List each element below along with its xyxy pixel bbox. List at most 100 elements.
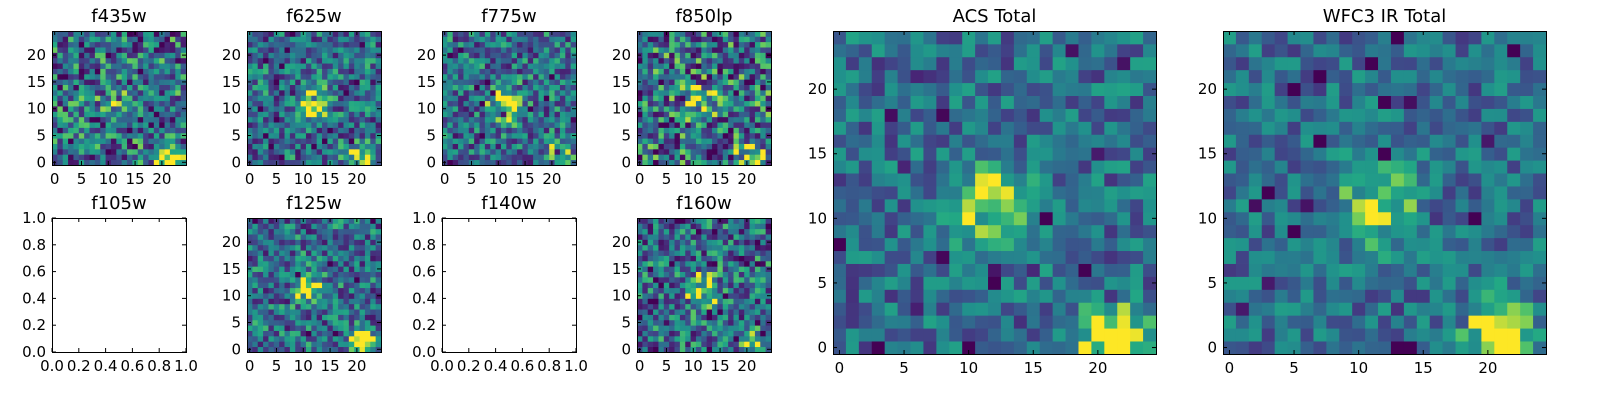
heatmap-cell: [559, 106, 566, 112]
heatmap-cell: [679, 79, 686, 85]
heatmap-cell: [295, 244, 301, 251]
heatmap-cell: [327, 223, 334, 230]
heatmap-cell: [100, 89, 106, 96]
heatmap-cell: [148, 148, 155, 155]
heatmap-cell: [327, 122, 334, 128]
heatmap-cell: [1052, 69, 1066, 84]
heatmap-cell: [1390, 276, 1405, 290]
heatmap-cell: [1130, 69, 1144, 84]
heatmap-cell: [858, 224, 873, 239]
heatmap-cell: [1143, 56, 1157, 71]
heatmap-cell: [717, 41, 724, 48]
heatmap-cell: [511, 159, 518, 166]
heatmap-cell: [343, 335, 350, 342]
heatmap-cell: [669, 95, 675, 102]
heatmap-cell: [712, 89, 718, 96]
heatmap-cell: [695, 52, 702, 59]
heatmap-cell: [322, 132, 328, 139]
heatmap-cell: [760, 260, 767, 267]
heatmap-cell: [517, 159, 523, 166]
heatmap-cell: [833, 134, 847, 148]
heatmap-cell: [923, 198, 937, 213]
heatmap-cell: [506, 84, 513, 91]
heatmap-cell: [295, 79, 301, 85]
heatmap-cell: [300, 132, 307, 139]
heatmap-cell: [370, 250, 377, 256]
heatmap-cell: [289, 346, 296, 353]
heatmap-cell: [257, 106, 264, 112]
heatmap-cell: [728, 47, 734, 53]
heatmap-cell: [289, 303, 296, 310]
heatmap-cell: [164, 79, 171, 85]
heatmap-cell: [765, 143, 772, 150]
heatmap-cell: [685, 276, 691, 283]
heatmap-cell: [452, 95, 459, 102]
heatmap-cell: [897, 134, 911, 148]
heatmap-cell: [543, 57, 550, 64]
heatmap-cell: [884, 173, 898, 187]
heatmap-cell: [322, 84, 328, 91]
heatmap-cell: [474, 95, 480, 102]
heatmap-cell: [332, 148, 339, 155]
heatmap-cell: [642, 100, 649, 107]
heatmap-cell: [143, 79, 149, 85]
heatmap-cell: [105, 132, 112, 139]
x-tick-label: 15: [321, 357, 340, 375]
heatmap-cell: [744, 244, 750, 251]
heatmap-cell: [674, 319, 681, 326]
heatmap-cell: [268, 239, 275, 246]
heatmap-cell: [765, 41, 772, 48]
heatmap-cell: [845, 302, 860, 316]
heatmap-cell: [327, 84, 334, 91]
heatmap-cell: [359, 309, 366, 315]
heatmap-cell: [543, 143, 550, 150]
heatmap-cell: [110, 111, 117, 118]
heatmap-cell: [1442, 328, 1456, 342]
heatmap-cell: [62, 122, 69, 128]
heatmap-cell: [663, 106, 670, 112]
heatmap-cell: [1494, 302, 1508, 316]
heatmap-cell: [653, 319, 659, 326]
heatmap-cell: [442, 111, 448, 118]
heatmap-cell: [180, 138, 187, 144]
heatmap-cell: [364, 303, 371, 310]
heatmap-cell: [669, 309, 675, 315]
heatmap-cell: [305, 303, 312, 310]
heatmap-cell: [554, 73, 561, 80]
heatmap-cell: [84, 132, 90, 139]
heatmap-cell: [744, 127, 750, 134]
heatmap-cell: [1235, 341, 1250, 355]
heatmap-cell: [322, 68, 328, 75]
heatmap-cell: [554, 52, 561, 59]
heatmap-cell: [295, 159, 301, 166]
heatmap-cell: [733, 159, 740, 166]
x-tick-label: 0.0: [40, 357, 64, 375]
heatmap-cell: [1091, 328, 1105, 342]
heatmap-cell: [1365, 198, 1379, 213]
heatmap-cell: [447, 106, 454, 112]
x-tick-label: 15: [1024, 359, 1043, 377]
heatmap-cell: [1039, 289, 1054, 303]
heatmap-cell: [322, 47, 328, 53]
heatmap-cell: [1104, 82, 1118, 96]
x-tick-label: 0.4: [484, 357, 508, 375]
heatmap-cell: [647, 260, 654, 267]
heatmap-cell: [300, 52, 307, 59]
heatmap-cell: [1065, 43, 1079, 58]
heatmap-cell: [354, 36, 360, 43]
heatmap-cell: [517, 41, 523, 48]
heatmap-cell: [327, 330, 334, 337]
heatmap-cell: [722, 79, 729, 85]
heatmap-cell: [722, 63, 729, 69]
heatmap-cell: [511, 127, 518, 134]
heatmap-cell: [1261, 276, 1276, 290]
heatmap-cell: [295, 148, 301, 155]
heatmap-cell: [263, 132, 269, 139]
heatmap-cell: [717, 330, 724, 337]
heatmap-cell: [754, 255, 761, 262]
heatmap-cell: [348, 314, 355, 321]
heatmap-cell: [717, 287, 724, 294]
heatmap-cell: [728, 106, 734, 112]
heatmap-cell: [658, 138, 665, 144]
heatmap-cell: [910, 82, 924, 96]
